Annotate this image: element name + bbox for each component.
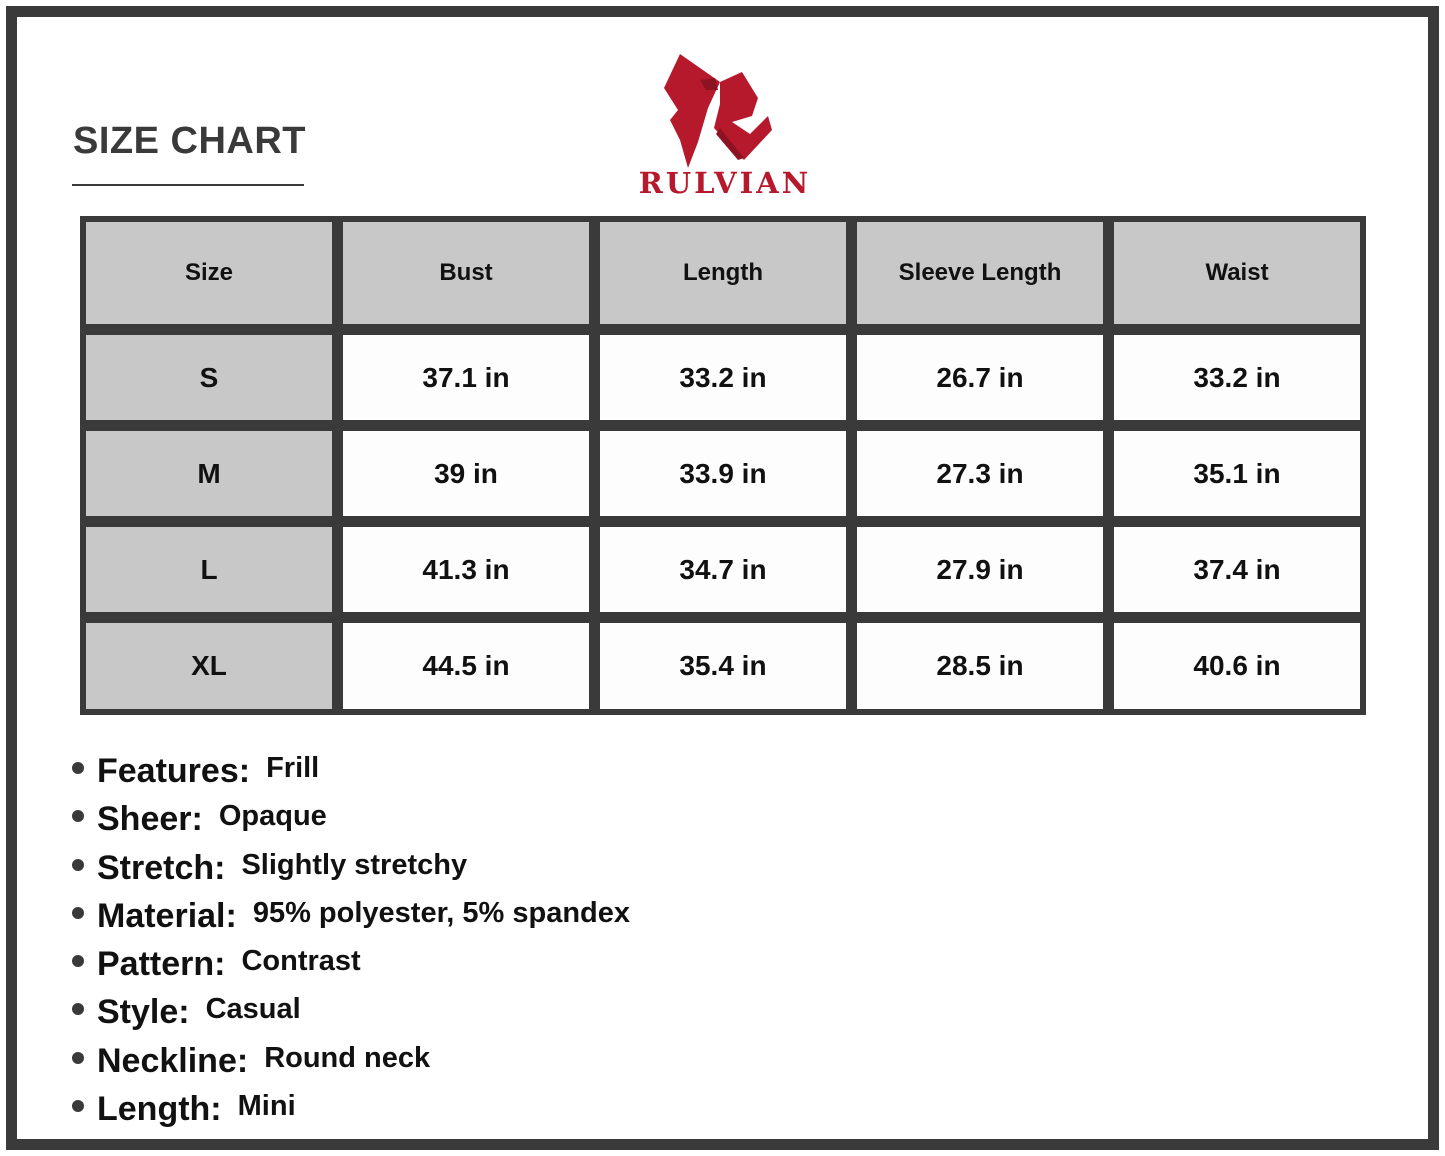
table-cell: 37.4 in: [1114, 527, 1360, 612]
table-cell: 35.4 in: [600, 623, 846, 709]
table-cell: 40.6 in: [1114, 623, 1360, 709]
spec-label: Neckline:: [97, 1041, 249, 1080]
spec-item: Style: Casual: [72, 993, 630, 1041]
header-length: Length: [600, 222, 846, 324]
bullet-icon: [72, 955, 84, 968]
spec-item: Neckline: Round neck: [72, 1042, 630, 1090]
header-sleeve-length: Sleeve Length: [857, 222, 1103, 324]
bullet-icon: [72, 810, 84, 823]
title-underline: [72, 184, 304, 186]
table-cell: 28.5 in: [857, 623, 1103, 709]
spec-item: Features: Frill: [72, 752, 630, 800]
spec-label: Material:: [97, 896, 237, 935]
spec-value: 95% polyester, 5% spandex: [252, 896, 631, 929]
size-cell: L: [86, 527, 332, 612]
size-cell: S: [86, 335, 332, 420]
size-cell: M: [86, 431, 332, 516]
table-cell: 34.7 in: [600, 527, 846, 612]
spec-label: Style:: [97, 993, 190, 1032]
spec-value: Opaque: [218, 800, 327, 833]
spec-item: Material: 95% polyester, 5% spandex: [72, 897, 630, 945]
rulvian-r-logo-icon: [664, 54, 772, 168]
table-cell: 33.2 in: [600, 335, 846, 420]
table-cell: 27.3 in: [857, 431, 1103, 516]
table-cell: 44.5 in: [343, 623, 589, 709]
header-waist: Waist: [1114, 222, 1360, 324]
header-bust: Bust: [343, 222, 589, 324]
table-cell: 27.9 in: [857, 527, 1103, 612]
spec-item: Pattern: Contrast: [72, 945, 630, 993]
spec-value: Round neck: [264, 1041, 431, 1074]
spec-item: Length: Mini: [72, 1090, 630, 1138]
bullet-icon: [72, 1003, 84, 1016]
spec-value: Slightly stretchy: [241, 848, 468, 881]
bullet-icon: [72, 906, 84, 919]
bullet-icon: [72, 1051, 84, 1064]
table-cell: 33.2 in: [1114, 335, 1360, 420]
size-cell: XL: [86, 623, 332, 709]
header-size: Size: [86, 222, 332, 324]
table-cell: 33.9 in: [600, 431, 846, 516]
brand-logo: RULVIAN: [639, 54, 811, 200]
spec-value: Frill: [266, 752, 320, 784]
page-title: SIZE CHART: [73, 120, 306, 162]
bullet-icon: [72, 858, 84, 871]
spec-value: Contrast: [241, 945, 361, 978]
spec-label: Sheer:: [97, 800, 203, 839]
spec-label: Pattern:: [97, 945, 226, 984]
table-cell: 26.7 in: [857, 335, 1103, 420]
table-cell: 37.1 in: [343, 335, 589, 420]
table-cell: 41.3 in: [343, 527, 589, 612]
spec-value: Casual: [205, 993, 301, 1026]
brand-name: RULVIAN: [639, 166, 811, 200]
table-cell: 39 in: [343, 431, 589, 516]
spec-list: Features: Frill Sheer: Opaque Stretch: Slig…: [72, 752, 630, 1138]
spec-item: Stretch: Slightly stretchy: [72, 849, 630, 897]
size-table: Size Bust Length Sleeve Length Waist S 3…: [80, 216, 1366, 715]
spec-label: Stretch:: [97, 848, 226, 887]
spec-item: Sheer: Opaque: [72, 800, 630, 848]
spec-value: Mini: [237, 1090, 296, 1123]
table-cell: 35.1 in: [1114, 431, 1360, 516]
spec-label: Length:: [97, 1090, 222, 1129]
spec-label: Features:: [97, 752, 251, 790]
bullet-icon: [72, 1100, 84, 1113]
bullet-icon: [72, 762, 84, 774]
